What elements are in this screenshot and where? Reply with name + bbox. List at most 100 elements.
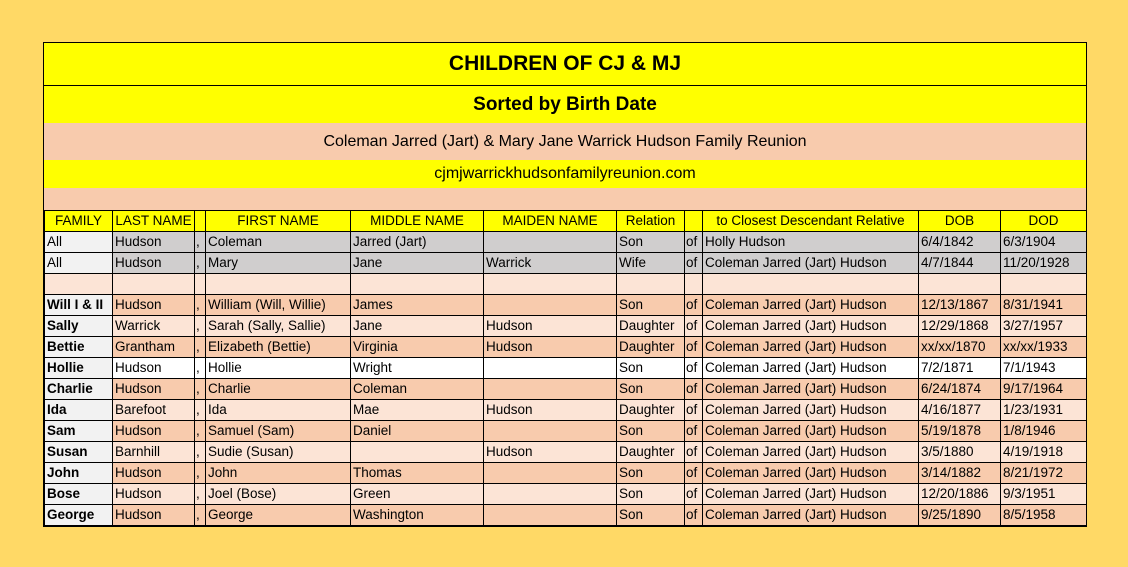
middle-name-cell: Wright	[350, 357, 484, 379]
relative-cell: Coleman Jarred (Jart) Hudson	[702, 441, 919, 463]
maiden-name-cell	[483, 357, 617, 379]
table-row: All Hudson, Coleman Jarred (Jart) Son of Holly…	[44, 231, 1087, 253]
dob-cell: 6/24/1874	[918, 378, 1001, 400]
dob-cell: 9/25/1890	[918, 504, 1001, 526]
maiden-name-cell	[483, 231, 617, 253]
relation-cell: Son	[616, 462, 685, 484]
of-cell: of	[684, 231, 703, 253]
comma-cell: ,	[194, 231, 206, 253]
first-name-cell: Charlie	[205, 378, 351, 400]
family-cell: Ida	[44, 399, 113, 421]
dob-cell	[918, 273, 1001, 295]
maiden-name-cell	[483, 273, 617, 295]
maiden-name-cell: Hudson	[483, 336, 617, 358]
page-title: CHILDREN OF CJ & MJ	[44, 43, 1086, 86]
table-row: Susan Barnhill, Sudie (Susan) Hudson Daughte…	[44, 441, 1087, 463]
dod-cell: 1/23/1931	[1000, 399, 1087, 421]
last-name-cell: Hudson	[112, 231, 195, 253]
first-name-cell: Elizabeth (Bettie)	[205, 336, 351, 358]
maiden-name-cell: Hudson	[483, 441, 617, 463]
family-cell: Susan	[44, 441, 113, 463]
relative-cell: Coleman Jarred (Jart) Hudson	[702, 336, 919, 358]
relation-cell: Son	[616, 504, 685, 526]
table-row: Ida Barefoot, Ida Mae Hudson Daughter of Colema…	[44, 399, 1087, 421]
relation-cell: Son	[616, 294, 685, 316]
table-row: Bose Hudson, Joel (Bose) Green Son of Coleman …	[44, 483, 1087, 505]
family-cell: All	[44, 231, 113, 253]
first-name-cell: Samuel (Sam)	[205, 420, 351, 442]
dob-cell: 7/2/1871	[918, 357, 1001, 379]
middle-name-cell: Green	[350, 483, 484, 505]
table-row: John Hudson, John Thomas Son of Coleman Jarred…	[44, 462, 1087, 484]
last-name-cell: Hudson	[112, 378, 195, 400]
last-name-cell: Hudson	[112, 483, 195, 505]
middle-name-cell	[350, 273, 484, 295]
comma-cell: ,	[194, 252, 206, 274]
of-cell: of	[684, 378, 703, 400]
maiden-name-cell	[483, 420, 617, 442]
dod-cell: 8/31/1941	[1000, 294, 1087, 316]
relative-cell: Coleman Jarred (Jart) Hudson	[702, 399, 919, 421]
website-url: cjmjwarrickhudsonfamilyreunion.com	[44, 160, 1086, 188]
maiden-name-cell	[483, 378, 617, 400]
dob-cell: xx/xx/1870	[918, 336, 1001, 358]
relative-cell	[702, 273, 919, 295]
relative-cell: Coleman Jarred (Jart) Hudson	[702, 294, 919, 316]
middle-name-cell: Thomas	[350, 462, 484, 484]
middle-name-cell: Mae	[350, 399, 484, 421]
col-header-middle-name: MIDDLE NAME	[350, 210, 484, 232]
first-name-cell: Hollie	[205, 357, 351, 379]
of-cell: of	[684, 294, 703, 316]
family-cell: All	[44, 252, 113, 274]
table-row: Sam Hudson, Samuel (Sam) Daniel Son of Coleman…	[44, 420, 1087, 442]
col-header-maiden-name: MAIDEN NAME	[483, 210, 617, 232]
relative-cell: Coleman Jarred (Jart) Hudson	[702, 357, 919, 379]
middle-name-cell: Jane	[350, 252, 484, 274]
col-header-relation: Relation	[616, 210, 685, 232]
last-name-cell: Hudson	[112, 357, 195, 379]
comma-cell: ,	[194, 357, 206, 379]
maiden-name-cell: Hudson	[483, 315, 617, 337]
family-table: FAMILY LAST NAME FIRST NAME MIDDLE NAME …	[44, 210, 1087, 526]
maiden-name-cell: Hudson	[483, 399, 617, 421]
col-header-relative: to Closest Descendant Relative	[702, 210, 919, 232]
relative-cell: Coleman Jarred (Jart) Hudson	[702, 378, 919, 400]
first-name-cell: Mary	[205, 252, 351, 274]
col-header-dob: DOB	[918, 210, 1001, 232]
family-cell: George	[44, 504, 113, 526]
reunion-name: Coleman Jarred (Jart) & Mary Jane Warric…	[44, 123, 1086, 160]
comma-cell: ,	[194, 336, 206, 358]
of-cell: of	[684, 252, 703, 274]
table-row: Charlie Hudson, Charlie Coleman Son of Coleman…	[44, 378, 1087, 400]
relative-cell: Coleman Jarred (Jart) Hudson	[702, 420, 919, 442]
dob-cell: 5/19/1878	[918, 420, 1001, 442]
table-row: Sally Warrick, Sarah (Sally, Sallie) Jane Hu…	[44, 315, 1087, 337]
family-cell: Bose	[44, 483, 113, 505]
family-cell: Bettie	[44, 336, 113, 358]
first-name-cell	[205, 273, 351, 295]
dod-cell: 8/5/1958	[1000, 504, 1087, 526]
col-header-of	[684, 210, 703, 232]
of-cell	[684, 273, 703, 295]
of-cell: of	[684, 336, 703, 358]
middle-name-cell: Coleman	[350, 378, 484, 400]
of-cell: of	[684, 462, 703, 484]
last-name-cell	[112, 273, 195, 295]
col-header-last-name: LAST NAME	[112, 210, 195, 232]
first-name-cell: John	[205, 462, 351, 484]
header-row: FAMILY LAST NAME FIRST NAME MIDDLE NAME …	[44, 210, 1087, 232]
last-name-cell: Warrick	[112, 315, 195, 337]
first-name-cell: William (Will, Willie)	[205, 294, 351, 316]
last-name-cell: Hudson	[112, 420, 195, 442]
relation-cell: Son	[616, 483, 685, 505]
relation-cell: Son	[616, 420, 685, 442]
comma-cell: ,	[194, 378, 206, 400]
middle-name-cell: Washington	[350, 504, 484, 526]
dod-cell: 4/19/1918	[1000, 441, 1087, 463]
col-header-comma	[194, 210, 206, 232]
relative-cell: Coleman Jarred (Jart) Hudson	[702, 483, 919, 505]
middle-name-cell: James	[350, 294, 484, 316]
dod-cell: 9/17/1964	[1000, 378, 1087, 400]
maiden-name-cell: Warrick	[483, 252, 617, 274]
last-name-cell: Hudson	[112, 504, 195, 526]
